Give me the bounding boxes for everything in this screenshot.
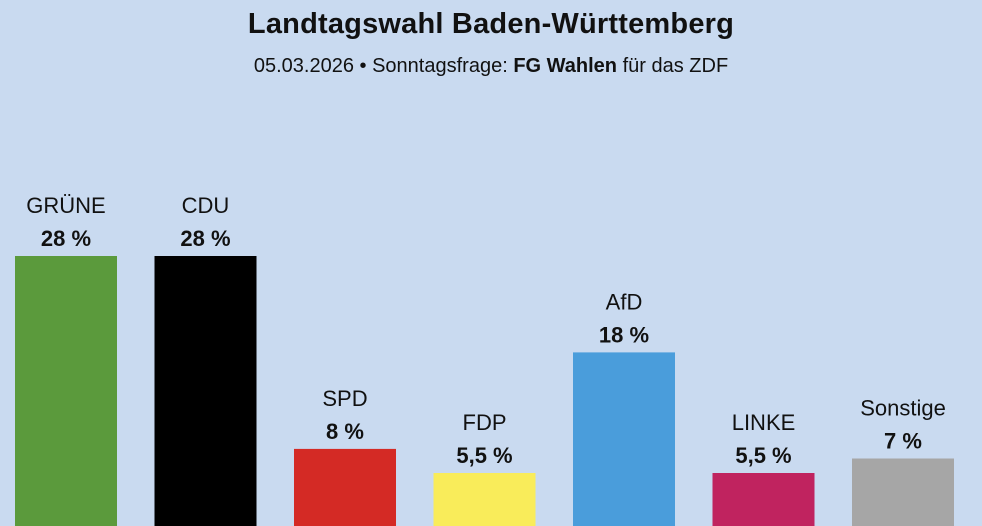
- bar-spd: [294, 448, 396, 526]
- value-label: 28 %: [180, 226, 230, 251]
- value-label: 5,5 %: [456, 443, 512, 468]
- party-label: SPD: [322, 386, 367, 411]
- subtitle-kind: Sonntagsfrage:: [372, 55, 508, 77]
- bar-sonstige: [852, 458, 954, 526]
- subtitle-separator: •: [359, 55, 367, 77]
- value-label: 5,5 %: [735, 443, 791, 468]
- chart-title: Landtagswahl Baden-Württemberg: [247, 8, 735, 40]
- party-label: AfD: [606, 289, 643, 314]
- bar-gr-ne: [15, 256, 117, 526]
- bar-fdp: [433, 473, 536, 526]
- value-label: 8 %: [326, 419, 364, 444]
- party-label: CDU: [182, 193, 230, 218]
- value-label: 18 %: [599, 322, 649, 347]
- bar-afd: [573, 352, 675, 526]
- party-label: GRÜNE: [26, 193, 105, 218]
- value-label: 7 %: [884, 429, 922, 454]
- party-label: FDP: [463, 410, 507, 435]
- party-label: LINKE: [732, 410, 796, 435]
- bar-cdu: [154, 256, 257, 526]
- subtitle-date: 05.03.2026: [253, 55, 354, 77]
- subtitle-pollster: FG Wahlen: [513, 55, 618, 77]
- chart-subtitle: 05.03.2026 • Sonntagsfrage: FG Wahlen fü…: [0, 55, 982, 78]
- value-label: 28 %: [41, 226, 91, 251]
- bar-linke: [712, 473, 815, 526]
- party-label: Sonstige: [860, 396, 946, 421]
- subtitle-client: für das ZDF: [622, 55, 729, 77]
